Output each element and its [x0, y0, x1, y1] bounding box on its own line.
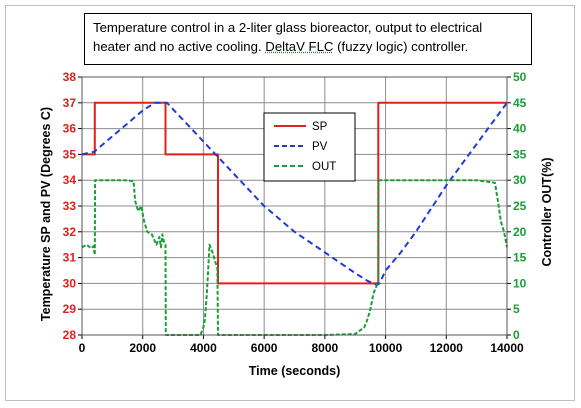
annotation-box: Temperature control in a 2-liter glass b…: [84, 13, 532, 65]
x-tick-label: 8000: [312, 341, 339, 355]
series-sp-line: [82, 101, 507, 285]
y-left-tick-label: 31: [63, 251, 77, 265]
y-left-tick-label: 35: [63, 147, 77, 161]
y-right-tick-label: 0: [513, 328, 520, 342]
legend-label-sp: SP: [312, 121, 328, 133]
y-left-tick-label: 30: [63, 276, 77, 290]
series-pv-line: [81, 101, 508, 286]
annotation-line-1: Temperature control in a 2-liter glass b…: [93, 20, 483, 35]
y-left-tick-label: 29: [63, 302, 77, 316]
x-tick-label: 14000: [490, 341, 524, 355]
y-right-tick-label: 10: [513, 276, 527, 290]
x-tick-label: 2000: [129, 341, 156, 355]
annotation-line-2a: heater and no active cooling.: [93, 39, 266, 54]
legend: SP PV OUT: [263, 112, 356, 182]
plot-border: [81, 76, 508, 336]
y-right-tick-label: 50: [513, 70, 527, 84]
annotation-controller-name: DeltaV FLC: [265, 39, 334, 54]
legend-label-pv: PV: [312, 141, 328, 153]
y-right-tick-label: 15: [513, 251, 527, 265]
y-left-tick-label: 28: [63, 328, 77, 342]
x-tick-label: 6000: [251, 341, 278, 355]
x-axis-title: Time (seconds): [249, 364, 340, 378]
y-right-tick-label: 30: [513, 173, 527, 187]
y-left-tick-label: 37: [63, 96, 77, 110]
tick-labels: 28 29 30 31 32 33 34 35 36 37 38 0 5 10 15 20 25 30 35 40 45…: [63, 70, 527, 355]
series-out-line: [81, 179, 508, 336]
x-tick-label: 0: [79, 341, 86, 355]
y-right-tick-label: 5: [513, 302, 520, 316]
y-left-tick-label: 33: [63, 199, 77, 213]
axes: [78, 76, 511, 339]
y-right-tick-label: 35: [513, 147, 527, 161]
y-right-axis-title: Controller OUT(%): [540, 157, 554, 266]
y-left-tick-label: 36: [63, 122, 77, 136]
y-left-tick-label: 34: [63, 173, 77, 187]
legend-box: [263, 112, 356, 182]
x-tick-label: 10000: [369, 341, 403, 355]
x-tick-label: 12000: [430, 341, 464, 355]
y-right-tick-label: 25: [513, 199, 527, 213]
y-left-axis-title: Temperature SP and PV (Degrees C): [39, 107, 53, 321]
series-lines: [81, 101, 508, 336]
y-right-tick-label: 40: [513, 122, 527, 136]
annotation-line-2c: (fuzzy logic) controller.: [333, 39, 469, 54]
y-left-tick-label: 32: [63, 225, 77, 239]
annotation-line-2: heater and no active cooling. DeltaV FLC…: [93, 37, 523, 56]
y-left-tick-label: 38: [63, 70, 77, 84]
y-right-tick-label: 20: [513, 225, 527, 239]
x-tick-label: 4000: [190, 341, 217, 355]
y-right-tick-label: 45: [513, 96, 527, 110]
legend-label-out: OUT: [312, 161, 336, 173]
